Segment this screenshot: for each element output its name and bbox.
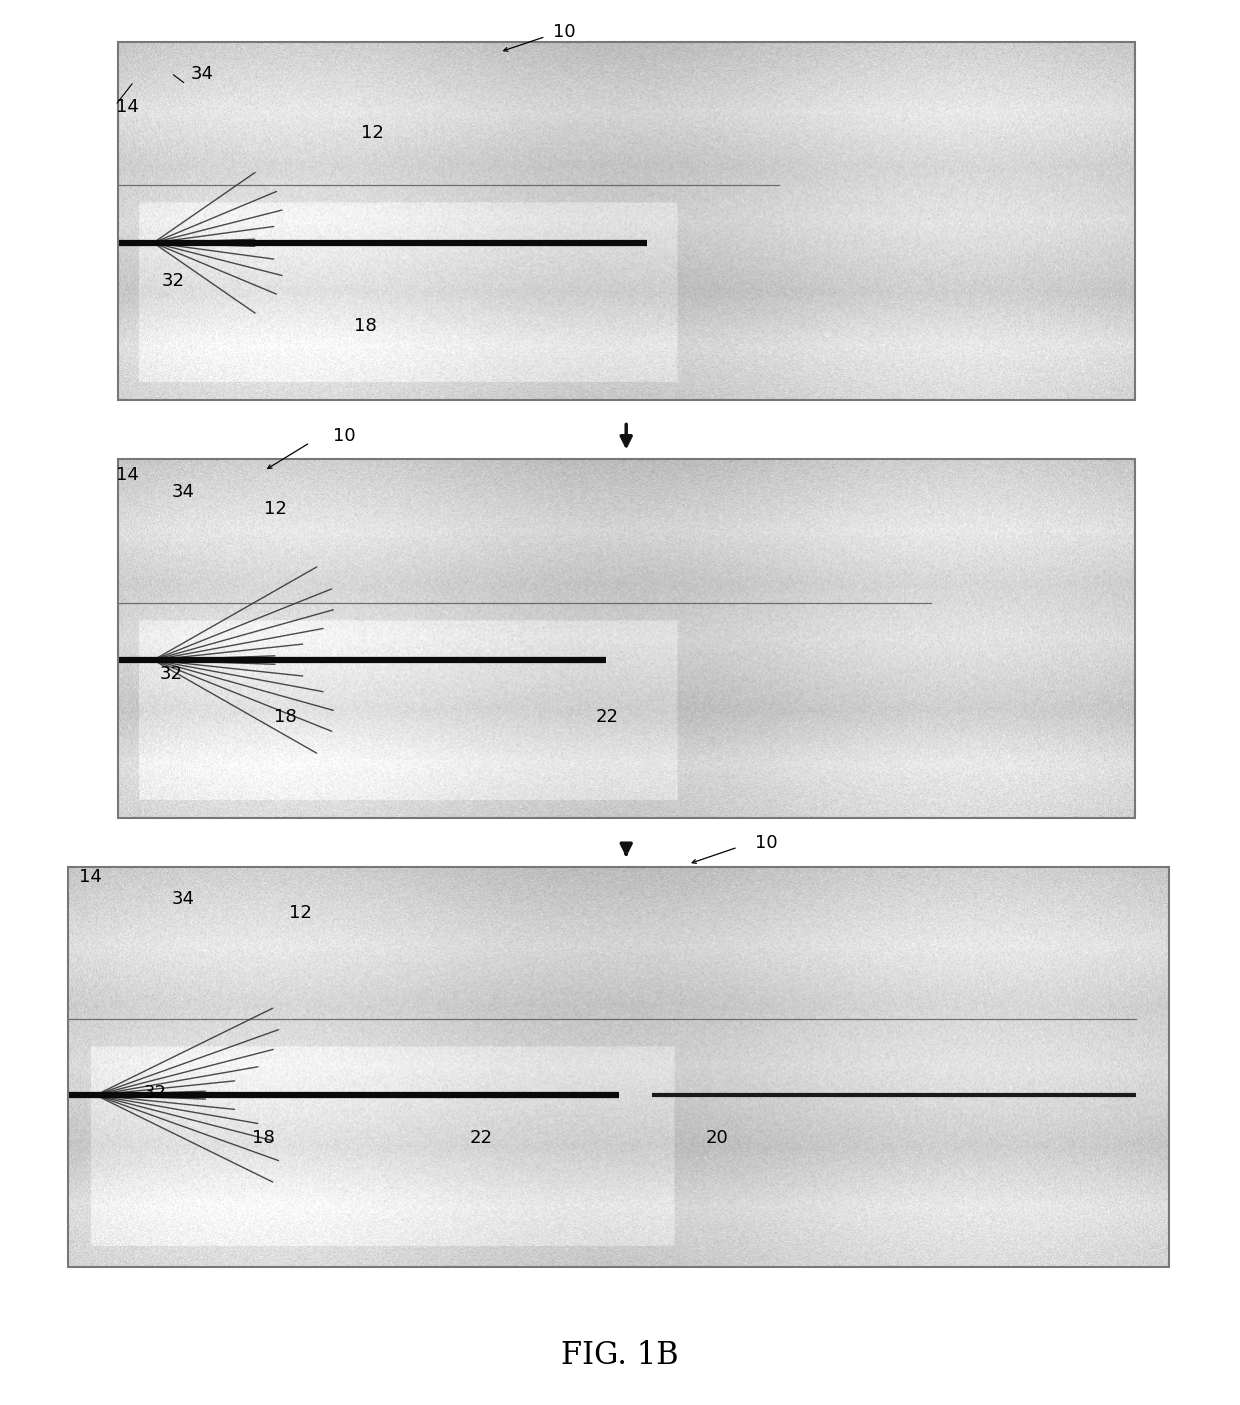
Text: 18: 18	[252, 1130, 274, 1146]
Text: 12: 12	[361, 125, 383, 142]
Text: 22: 22	[596, 708, 619, 725]
Text: FIG. 1B: FIG. 1B	[562, 1340, 678, 1371]
Text: 10: 10	[553, 24, 575, 41]
Text: 22: 22	[470, 1130, 492, 1146]
Text: 20: 20	[706, 1130, 728, 1146]
Text: 14: 14	[117, 466, 139, 483]
Bar	[118, 42, 1135, 400]
Text: 32: 32	[162, 273, 185, 289]
Bar	[118, 459, 1135, 818]
Text: 10: 10	[334, 427, 356, 444]
Text: 10: 10	[755, 835, 777, 851]
Text: 34: 34	[191, 66, 213, 83]
Text: 12: 12	[289, 905, 311, 922]
Text: 32: 32	[144, 1085, 166, 1102]
Text: 34: 34	[172, 483, 195, 500]
Text: 14: 14	[117, 98, 139, 115]
Bar	[68, 867, 1169, 1267]
Text: 34: 34	[172, 891, 195, 908]
Text: 18: 18	[355, 318, 377, 334]
Text: 32: 32	[160, 666, 182, 683]
Text: 18: 18	[274, 708, 296, 725]
Text: 12: 12	[264, 500, 286, 517]
Text: 14: 14	[79, 868, 102, 885]
